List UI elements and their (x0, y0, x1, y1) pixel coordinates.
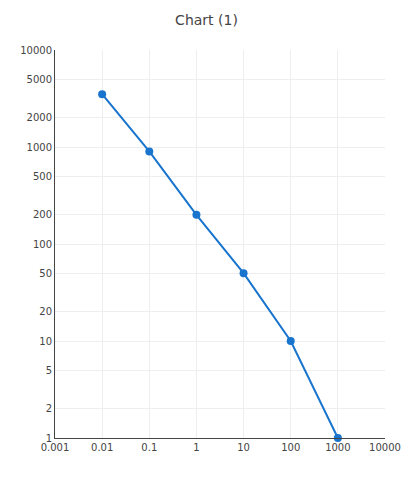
svg-text:1000: 1000 (27, 142, 52, 153)
svg-text:100: 100 (33, 239, 52, 250)
svg-text:200: 200 (33, 209, 52, 220)
svg-text:20: 20 (39, 306, 52, 317)
svg-text:500: 500 (33, 171, 52, 182)
svg-text:5000: 5000 (27, 74, 52, 85)
svg-text:100: 100 (281, 442, 300, 453)
svg-text:0.001: 0.001 (41, 442, 70, 453)
svg-text:1000: 1000 (325, 442, 350, 453)
svg-text:0.1: 0.1 (141, 442, 157, 453)
svg-text:2000: 2000 (27, 112, 52, 123)
svg-text:10: 10 (39, 336, 52, 347)
svg-text:1: 1 (46, 433, 52, 444)
svg-text:2: 2 (46, 403, 52, 414)
svg-text:10000: 10000 (369, 442, 401, 453)
svg-text:50: 50 (39, 268, 52, 279)
svg-text:0.01: 0.01 (91, 442, 113, 453)
svg-text:10000: 10000 (20, 45, 52, 56)
svg-text:1: 1 (193, 442, 199, 453)
svg-text:Chart (1): Chart (1) (175, 12, 238, 28)
svg-text:5: 5 (46, 365, 52, 376)
svg-text:10: 10 (237, 442, 250, 453)
